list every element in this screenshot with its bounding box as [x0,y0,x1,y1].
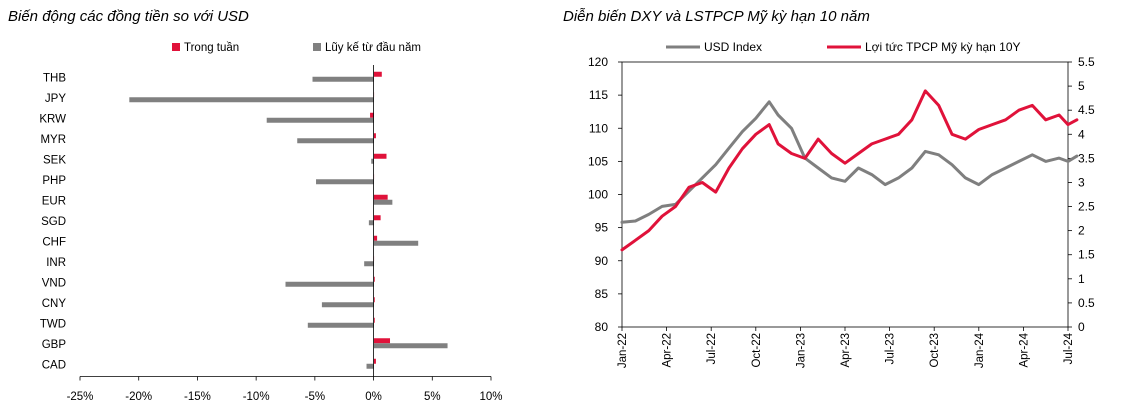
x-tick-label: 0% [365,391,382,403]
bar-ytd [297,138,374,144]
bar-weekly [373,317,375,323]
dxy-yield-line-chart: 80 85 90 95 100 105 110 115 120 0 0.5 1 1.5 2 2.5 3 3.5 4… [588,40,1095,368]
category-label: THB [43,72,66,84]
category-label: SGD [41,216,66,228]
y-right-tick-label: 1.5 [1078,248,1095,262]
x-tick-label: Oct-23 [929,333,941,368]
y-right-tick-label: 3 [1078,175,1085,189]
category-label: EUR [42,195,66,207]
y-left-tick-label: 95 [595,221,609,235]
treasury-yield-line [620,89,1079,252]
bar-ytd [307,322,374,328]
bar-weekly [373,215,381,221]
y-left-tick-label: 105 [588,154,608,168]
bar-ytd [373,199,393,205]
bar-ytd [364,261,374,267]
x-tick-label: Jan-22 [617,333,629,368]
bar-ytd [366,363,374,369]
y-right-tick-label: 5 [1078,79,1085,93]
category-label: TWD [40,318,66,330]
legend-swatch-0 [172,43,180,51]
legend-label-1: Lợi tức TPCP Mỹ kỳ hạn 10Y [865,40,1021,54]
x-tick-label: Jul-22 [706,333,718,364]
category-label: KRW [39,113,66,125]
category-label: CHF [42,236,66,248]
bar-ytd [373,240,419,246]
bar-weekly [373,338,391,344]
y-right-tick-label: 5.5 [1078,55,1095,69]
x-tick-label: -15% [184,391,211,403]
category-label: INR [46,257,66,269]
bar-ytd [316,179,374,185]
x-tick-label: Oct-22 [751,333,763,368]
legend-swatch-1 [313,43,321,51]
y-right-tick-label: 3.5 [1078,151,1095,165]
y-right-tick-label: 0 [1078,320,1085,334]
bar-weekly [373,297,375,303]
x-tick-label: Jan-23 [795,333,807,368]
y-right-tick-label: 4 [1078,127,1085,141]
bar-weekly [373,276,375,282]
x-tick-label: -25% [67,391,94,403]
y-right-tick-label: 2 [1078,224,1085,238]
usd-index-line [620,100,1079,224]
y-right-tick-label: 0.5 [1078,296,1095,310]
bar-weekly [373,71,382,77]
y-right-tick-label: 2.5 [1078,200,1095,214]
bar-weekly [373,235,378,241]
bar-weekly [373,358,376,364]
bar-legend: Trong tuần Lũy kế từ đầu năm [172,42,421,54]
bar-ytd [129,97,374,103]
bar-weekly [373,153,387,159]
x-tick-label: -5% [305,391,325,403]
bar-weekly [373,133,376,139]
bar-ytd [266,117,374,123]
x-tick-label: -20% [125,391,152,403]
x-tick-label: Jan-24 [974,332,986,368]
plot-frame [621,61,1069,328]
x-tick-label: 10% [479,391,502,403]
bar-ytd [368,220,374,226]
y-left-tick-label: 110 [589,121,608,135]
category-label: CAD [42,359,66,371]
legend-label-0: USD Index [704,40,762,54]
right-chart-title: Diễn biến DXY và LSTPCP Mỹ kỳ hạn 10 năm [563,8,870,25]
category-label: JPY [45,93,66,105]
legend-label-0: Trong tuần [184,42,239,54]
category-label: SEK [43,154,66,166]
bar-weekly [373,194,388,200]
y-left-tick-label: 80 [595,320,609,334]
x-tick-label: Apr-23 [840,333,852,368]
currency-bar-chart: Trong tuần Lũy kế từ đầu năm THB JPY KRW MYR S… [39,42,502,403]
bar-ytd [321,302,374,308]
x-tick-label: -10% [243,391,270,403]
x-tick-label: 5% [424,391,441,403]
y-left-tick-label: 115 [589,88,608,102]
left-chart-title: Biến động các đồng tiền so với USD [8,8,249,25]
x-tick-label: Jul-23 [885,333,897,364]
bar-ytd [371,158,374,164]
bar-weekly [370,112,374,118]
category-label: PHP [42,175,66,187]
x-tick-label: Apr-22 [662,333,674,368]
y-left-tick-label: 85 [595,287,609,301]
x-tick-label: Jul-24 [1063,332,1075,364]
line-legend: USD Index Lợi tức TPCP Mỹ kỳ hạn 10Y [666,40,1021,54]
bar-ytd [285,281,374,287]
y-left-tick-label: 90 [595,254,609,268]
category-label: CNY [42,298,67,310]
bar-ytd [312,76,374,82]
y-left-tick-label: 120 [588,55,608,69]
y-right-tick-label: 1 [1078,272,1085,286]
category-label: GBP [42,339,67,351]
y-right-tick-label: 4.5 [1078,103,1095,117]
category-label: MYR [40,134,66,146]
x-tick-label: Apr-24 [1018,332,1030,367]
y-left-tick-label: 100 [588,188,608,202]
legend-label-1: Lũy kế từ đầu năm [325,42,421,54]
category-label: VND [42,277,66,289]
bar-ytd [373,343,448,349]
